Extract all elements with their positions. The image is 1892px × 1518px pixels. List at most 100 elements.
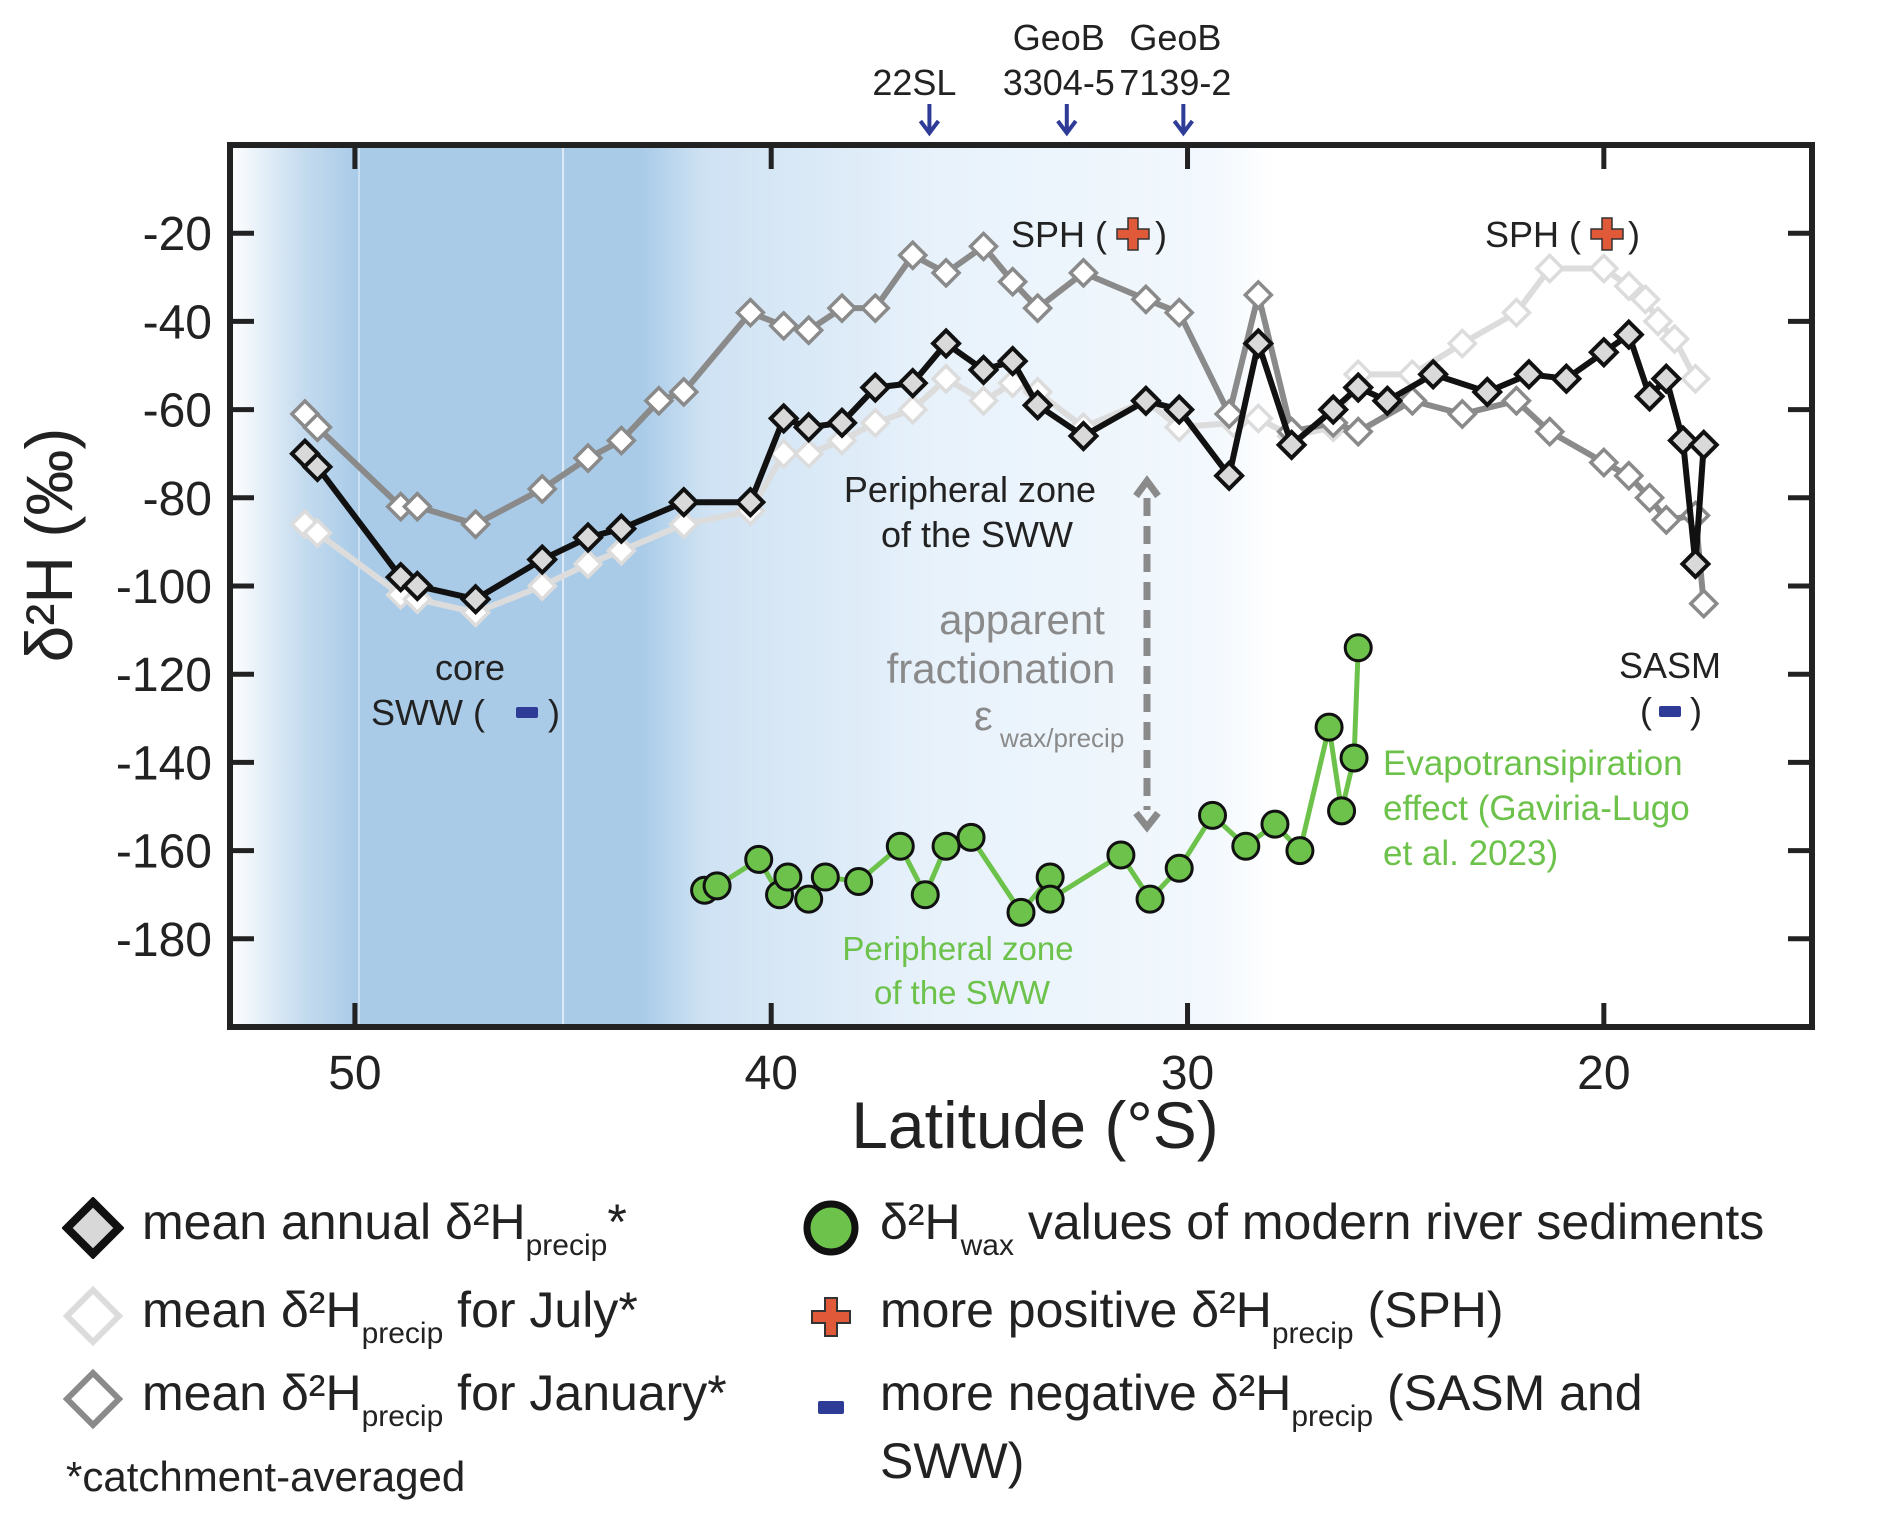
data-point: [1550, 362, 1583, 395]
series-3: [690, 633, 1373, 927]
legend-label-negative: more negative δ²Hprecip (SASM and: [880, 1365, 1643, 1433]
legend-item-negative: more negative δ²Hprecip (SASM and: [800, 1364, 1643, 1434]
annotation-core-sww: core SWW ( ): [371, 647, 560, 733]
data-point: [734, 297, 766, 329]
data-point: [1342, 371, 1375, 404]
data-point: [1588, 336, 1620, 369]
data-point: [1022, 292, 1054, 324]
y-axis-label: δ²H (‰): [12, 428, 86, 663]
data-point: [572, 521, 604, 554]
data-point: [526, 570, 558, 602]
data-point: [1231, 831, 1261, 861]
data-point: [572, 442, 604, 474]
legend-item-positive: more positive δ²Hprecip (SPH): [800, 1281, 1504, 1351]
y-tick-label: -180: [116, 914, 212, 967]
data-point: [1659, 323, 1691, 355]
data-point: [1642, 305, 1674, 337]
annotation-peripheral-black-1: Peripheral zone: [844, 469, 1096, 510]
data-point: [667, 486, 700, 519]
x-tick-label: 30: [1161, 1047, 1214, 1100]
fractionation-arrow-head-up: [1133, 475, 1161, 499]
legend-item-january: mean δ²Hprecip for January*: [62, 1364, 727, 1434]
data-point: [910, 880, 940, 910]
data-point: [931, 831, 961, 861]
data-point: [1198, 800, 1228, 830]
data-point: [1588, 447, 1620, 478]
data-point: [1650, 362, 1683, 395]
x-tick-label: 40: [745, 1047, 798, 1100]
data-point: [1417, 358, 1449, 391]
data-point: [968, 230, 1000, 262]
annotation-sasm-close: ): [1690, 690, 1702, 731]
y-tick-label: -60: [143, 385, 212, 438]
annotation-core-close: ): [548, 692, 560, 733]
data-point: [1446, 327, 1478, 359]
data-point: [1006, 897, 1036, 927]
data-point: [1242, 402, 1274, 434]
y-tick-label: -120: [116, 649, 212, 702]
annotation-sasm-line1: SASM: [1619, 645, 1721, 686]
data-point: [459, 583, 492, 616]
x-axis-label: Latitude (°S): [851, 1088, 1219, 1162]
minus-blue-icon: [818, 1401, 844, 1414]
data-point: [1446, 398, 1478, 430]
annotation-core-line2: SWW (: [371, 692, 485, 733]
legend-label-negative-cont: SWW): [880, 1433, 1025, 1489]
data-point: [1314, 712, 1344, 742]
legend-item-july: mean δ²Hprecip for July*: [62, 1281, 638, 1351]
data-point: [1242, 327, 1275, 360]
data-point: [793, 314, 825, 346]
annotation-peripheral-black: Peripheral zone of the SWW: [844, 469, 1096, 555]
y-tick-label: -40: [143, 296, 212, 349]
data-point: [1513, 358, 1545, 391]
data-point: [1317, 393, 1350, 426]
data-point: [1613, 270, 1645, 302]
data-point: [768, 438, 800, 470]
data-point: [859, 371, 892, 404]
data-point: [1633, 380, 1666, 413]
annotation-sasm: SASM ( ): [1619, 645, 1721, 731]
legend-item-wax: δ²Hwax values of modern river sediments: [800, 1193, 1764, 1263]
data-point: [1471, 376, 1504, 408]
data-point: [1650, 504, 1682, 536]
fractionation-arrow-head-down: [1133, 810, 1161, 833]
legend-label-july: mean δ²Hprecip for July*: [142, 1282, 638, 1350]
data-point: [1534, 416, 1566, 448]
data-point: [1135, 884, 1165, 914]
y-tick-label: -100: [116, 561, 212, 614]
data-point: [826, 424, 858, 456]
data-point: [526, 473, 558, 505]
annotation-core-line1: core: [435, 647, 505, 688]
data-point: [1067, 420, 1100, 452]
annotation-sph-1: SPH ( ): [1011, 214, 1167, 255]
core-arrow-head: [918, 119, 941, 137]
data-point: [968, 385, 1000, 417]
annotation-sph-1-text: SPH (: [1011, 214, 1107, 255]
annotation-evapo-1: Evapotransipiration: [1383, 744, 1683, 783]
data-point: [734, 486, 767, 519]
data-point: [930, 363, 962, 395]
data-point: [794, 884, 824, 914]
data-point: [301, 517, 333, 549]
core-label: GeoB: [1013, 17, 1105, 58]
data-point: [1396, 385, 1428, 417]
data-point: [668, 508, 700, 540]
data-point: [897, 239, 929, 271]
plus-red-icon: [811, 1297, 851, 1337]
data-point: [826, 292, 858, 324]
data-point: [1612, 318, 1645, 351]
data-point: [744, 844, 774, 874]
data-point: [1213, 459, 1245, 492]
data-point: [1371, 384, 1404, 417]
data-point: [1588, 253, 1620, 284]
data-point: [1164, 853, 1194, 883]
data-point: [301, 451, 334, 483]
data-point: [793, 438, 825, 470]
data-point: [1130, 384, 1162, 417]
data-point: [1500, 297, 1532, 329]
legend-label-january: mean δ²Hprecip for January*: [142, 1365, 727, 1433]
data-point: [1213, 398, 1245, 430]
annotation-apparent-2: fractionation: [887, 645, 1116, 692]
data-point: [768, 310, 800, 342]
data-point: [401, 491, 433, 523]
